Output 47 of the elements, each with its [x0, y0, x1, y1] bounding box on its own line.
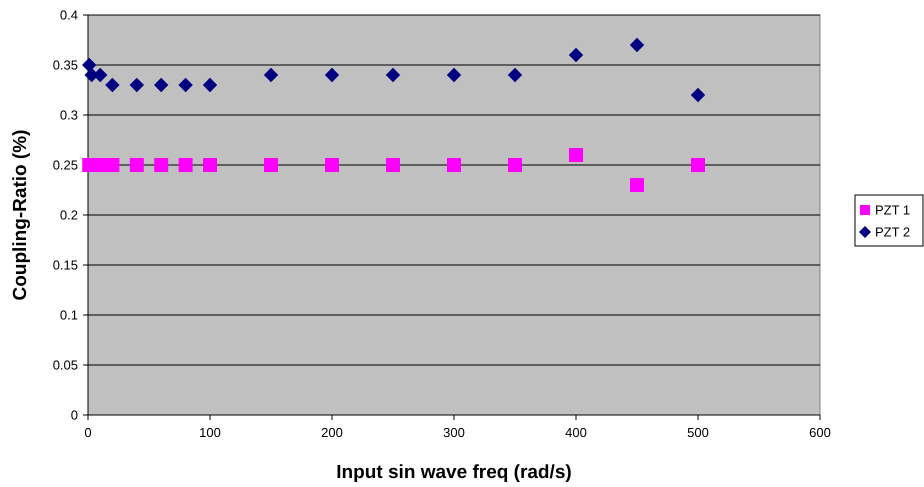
legend-label: PZT 1 — [875, 202, 910, 218]
y-tick-label: 0.4 — [60, 8, 78, 23]
point — [324, 68, 340, 82]
y-tick-label: 0.05 — [52, 358, 78, 373]
x-tick-label: 100 — [199, 425, 221, 440]
y-tick-label: 0.25 — [52, 158, 78, 173]
point — [691, 158, 705, 172]
x-tick-label: 500 — [687, 425, 709, 440]
y-axis-title: Coupling-Ratio (%) — [10, 130, 31, 300]
point — [386, 158, 400, 172]
point — [569, 148, 583, 162]
point — [386, 68, 400, 82]
x-tick-label: 0 — [84, 425, 92, 440]
point — [508, 158, 522, 172]
point — [630, 178, 644, 192]
point — [178, 158, 193, 172]
point — [264, 68, 278, 82]
point — [82, 58, 96, 72]
point — [447, 158, 461, 172]
point — [105, 78, 120, 92]
point — [568, 48, 584, 62]
y-tick-label: 0 — [70, 408, 78, 423]
point — [630, 38, 644, 52]
x-tick-label: 200 — [321, 425, 343, 440]
y-tick-label: 0.2 — [60, 208, 78, 223]
y-tick-label: 0.15 — [52, 258, 78, 273]
point — [130, 158, 144, 172]
x-axis-title: Input sin wave freq (rad/s) — [336, 462, 572, 483]
y-tick-label: 0.1 — [60, 308, 78, 323]
point — [154, 158, 168, 172]
point — [325, 158, 339, 172]
x-tick-label: 300 — [443, 425, 465, 440]
y-tick-label: 0.35 — [52, 58, 78, 73]
legend-label: PZT 2 — [875, 224, 910, 240]
point — [203, 158, 217, 172]
point — [202, 78, 218, 92]
point — [508, 68, 522, 82]
x-tick-label: 400 — [565, 425, 587, 440]
point — [130, 78, 144, 92]
x-tick-label: 600 — [809, 425, 831, 440]
y-tick-label: 0.3 — [60, 108, 78, 123]
point — [105, 158, 120, 172]
point — [178, 78, 193, 92]
point — [264, 158, 278, 172]
point — [446, 68, 462, 82]
point — [690, 88, 706, 102]
point — [154, 78, 168, 92]
